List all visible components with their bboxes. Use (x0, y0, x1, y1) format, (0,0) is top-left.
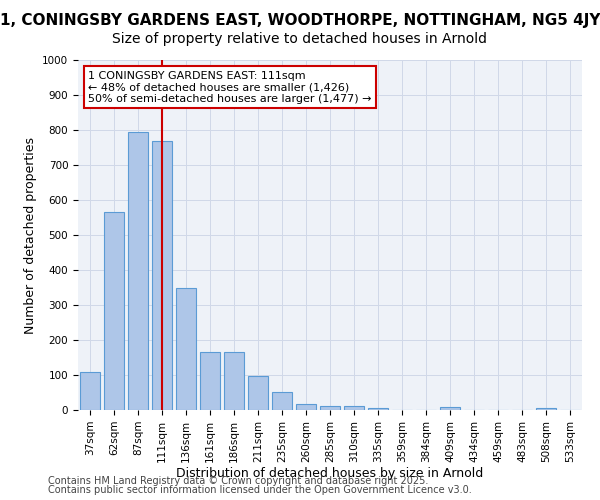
Bar (248, 376, 268, 410)
Bar (296, 404, 316, 410)
Bar (200, 352, 220, 410)
Bar (272, 392, 292, 410)
Y-axis label: Number of detached properties: Number of detached properties (23, 136, 37, 334)
Bar (176, 288, 196, 410)
Text: Contains HM Land Registry data © Crown copyright and database right 2025.: Contains HM Land Registry data © Crown c… (48, 476, 428, 486)
Bar (368, 408, 388, 410)
Bar (104, 212, 124, 410)
Text: 1, CONINGSBY GARDENS EAST, WOODTHORPE, NOTTINGHAM, NG5 4JY: 1, CONINGSBY GARDENS EAST, WOODTHORPE, N… (0, 12, 600, 28)
Bar (80, 372, 100, 410)
Bar (152, 140, 172, 410)
Text: Contains public sector information licensed under the Open Government Licence v3: Contains public sector information licen… (48, 485, 472, 495)
Bar (536, 408, 556, 410)
Bar (440, 407, 460, 410)
Bar (344, 406, 364, 410)
Bar (320, 406, 340, 410)
X-axis label: Distribution of detached houses by size in Arnold: Distribution of detached houses by size … (176, 468, 484, 480)
Bar (128, 132, 148, 410)
Text: 1 CONINGSBY GARDENS EAST: 111sqm
← 48% of detached houses are smaller (1,426)
50: 1 CONINGSBY GARDENS EAST: 111sqm ← 48% o… (88, 70, 371, 104)
Text: Size of property relative to detached houses in Arnold: Size of property relative to detached ho… (113, 32, 487, 46)
Bar (224, 352, 244, 410)
